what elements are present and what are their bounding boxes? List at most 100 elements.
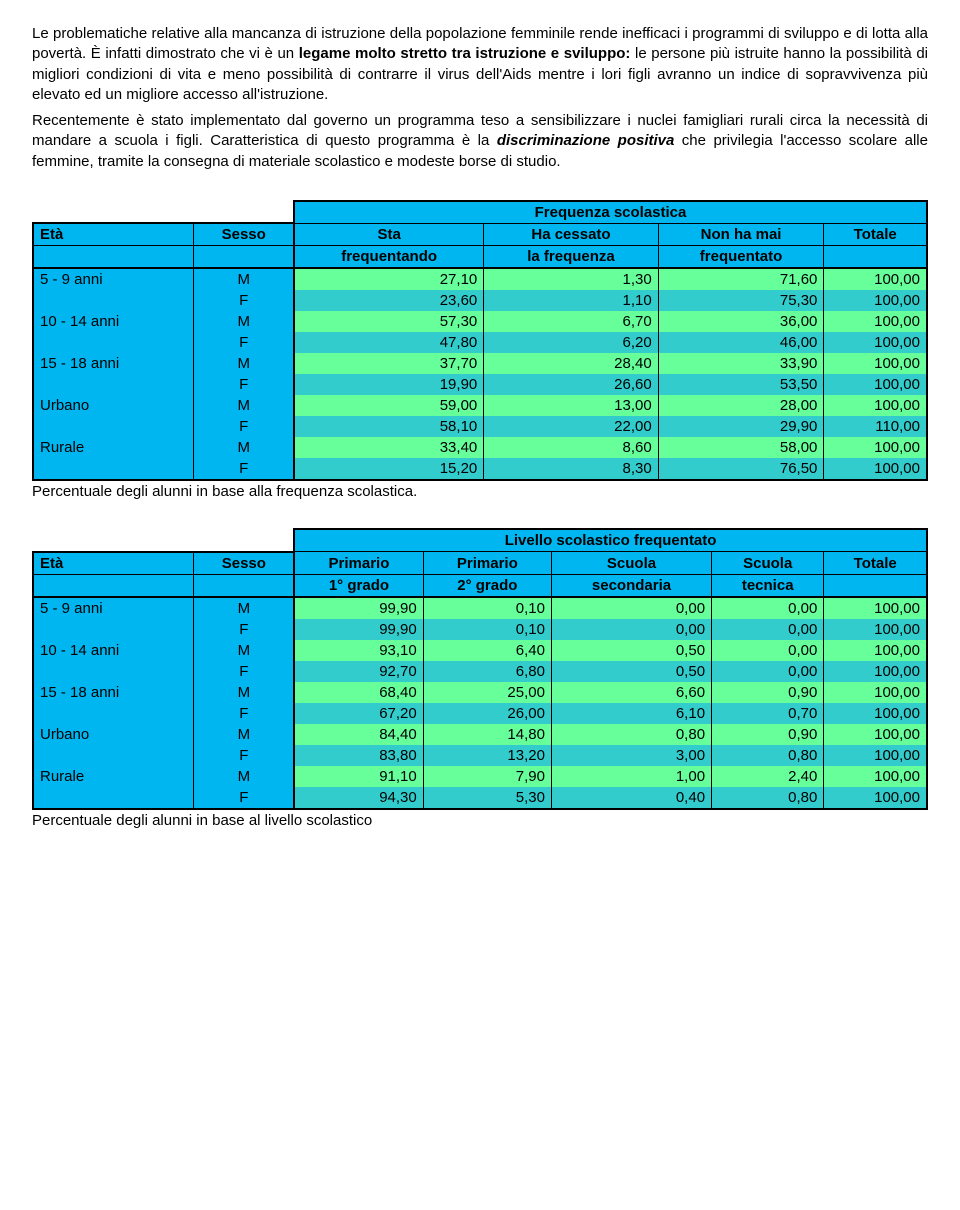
t2-h-p1: Primario [294,552,423,575]
table-cell: 0,70 [712,703,824,724]
t1-h-sesso: Sesso [194,223,294,246]
table-cell: 0,00 [551,597,711,619]
table-row-label: Urbano [33,724,194,745]
table-row-label [33,374,194,395]
table-cell: 46,00 [658,332,824,353]
table-cell: 0,00 [712,661,824,682]
table-row-sex: F [194,332,294,353]
table-cell: 100,00 [824,268,927,290]
t2-h-tot: Totale [824,552,927,575]
table-row-sex: M [194,268,294,290]
table-row-sex: M [194,724,294,745]
table-row-sex: M [194,766,294,787]
table-cell: 68,40 [294,682,423,703]
table-row-label: Rurale [33,766,194,787]
table-cell: 28,40 [484,353,658,374]
t2-h-tec: Scuola [712,552,824,575]
table-cell: 0,90 [712,724,824,745]
table-row-label [33,661,194,682]
table-row-label [33,703,194,724]
table-row-sex: M [194,597,294,619]
table-cell: 36,00 [658,311,824,332]
t2-h-eta: Età [33,552,194,575]
table-cell: 93,10 [294,640,423,661]
table-cell: 1,00 [551,766,711,787]
table-row-sex: M [194,395,294,416]
t1-h-cess2: la frequenza [484,246,658,269]
table-cell: 100,00 [824,374,927,395]
livello-scolastico-table: Livello scolastico frequentato Età Sesso… [32,528,928,810]
table-cell: 100,00 [824,353,927,374]
table-cell: 0,00 [551,619,711,640]
table-row-sex: F [194,619,294,640]
table-row-label: 15 - 18 anni [33,682,194,703]
table-cell: 99,90 [294,619,423,640]
table-cell: 100,00 [824,766,927,787]
table2-title: Livello scolastico frequentato [294,529,927,552]
t1-h-non: Non ha mai [658,223,824,246]
table-row-sex: F [194,661,294,682]
table-cell: 58,10 [294,416,484,437]
table-row-sex: F [194,290,294,311]
table-cell: 26,60 [484,374,658,395]
table-cell: 7,90 [423,766,551,787]
table-cell: 0,10 [423,597,551,619]
table-cell: 6,70 [484,311,658,332]
table-cell: 92,70 [294,661,423,682]
t1-h-non2: frequentato [658,246,824,269]
table-cell: 23,60 [294,290,484,311]
table-cell: 0,00 [712,640,824,661]
t1-h-sta2: frequentando [294,246,484,269]
table-cell: 22,00 [484,416,658,437]
table-cell: 100,00 [824,745,927,766]
table-cell: 29,90 [658,416,824,437]
frequenza-scolastica-table: Frequenza scolastica Età Sesso Sta Ha ce… [32,200,928,482]
table-cell: 6,60 [551,682,711,703]
table-cell: 0,00 [712,619,824,640]
table-cell: 37,70 [294,353,484,374]
table-cell: 110,00 [824,416,927,437]
table-cell: 91,10 [294,766,423,787]
t2-h-p1b: 1° grado [294,574,423,597]
table-cell: 100,00 [824,332,927,353]
table-cell: 53,50 [658,374,824,395]
table-row-sex: M [194,682,294,703]
table-row-label [33,745,194,766]
intro-paragraph-1: Le problematiche relative alla mancanza … [32,24,928,105]
table-row-label: Urbano [33,395,194,416]
t1-h-cess: Ha cessato [484,223,658,246]
table-row-label: 5 - 9 anni [33,268,194,290]
table-cell: 94,30 [294,787,423,809]
table-cell: 100,00 [824,437,927,458]
t2-h-sesso: Sesso [194,552,294,575]
t2-h-sec: Scuola [551,552,711,575]
table-cell: 6,10 [551,703,711,724]
table-row-sex: M [194,640,294,661]
t1-h-tot: Totale [824,223,927,246]
table-cell: 19,90 [294,374,484,395]
table-cell: 27,10 [294,268,484,290]
table-cell: 84,40 [294,724,423,745]
t2-h-secb: secondaria [551,574,711,597]
table-row-label [33,332,194,353]
table-row-sex: F [194,374,294,395]
table-row-label: 5 - 9 anni [33,597,194,619]
p1-bold: legame molto stretto tra istruzione e sv… [299,45,631,62]
table-row-label [33,290,194,311]
table-cell: 59,00 [294,395,484,416]
table2-caption: Percentuale degli alunni in base al live… [32,812,928,829]
table-cell: 0,50 [551,661,711,682]
table-row-sex: F [194,458,294,480]
table-cell: 100,00 [824,311,927,332]
table-cell: 13,20 [423,745,551,766]
table-cell: 100,00 [824,619,927,640]
table-cell: 14,80 [423,724,551,745]
table-row-sex: F [194,787,294,809]
table-cell: 67,20 [294,703,423,724]
table-cell: 0,80 [551,724,711,745]
table-cell: 1,10 [484,290,658,311]
table-cell: 0,10 [423,619,551,640]
table-row-label: 15 - 18 anni [33,353,194,374]
table-cell: 8,30 [484,458,658,480]
table-cell: 100,00 [824,724,927,745]
